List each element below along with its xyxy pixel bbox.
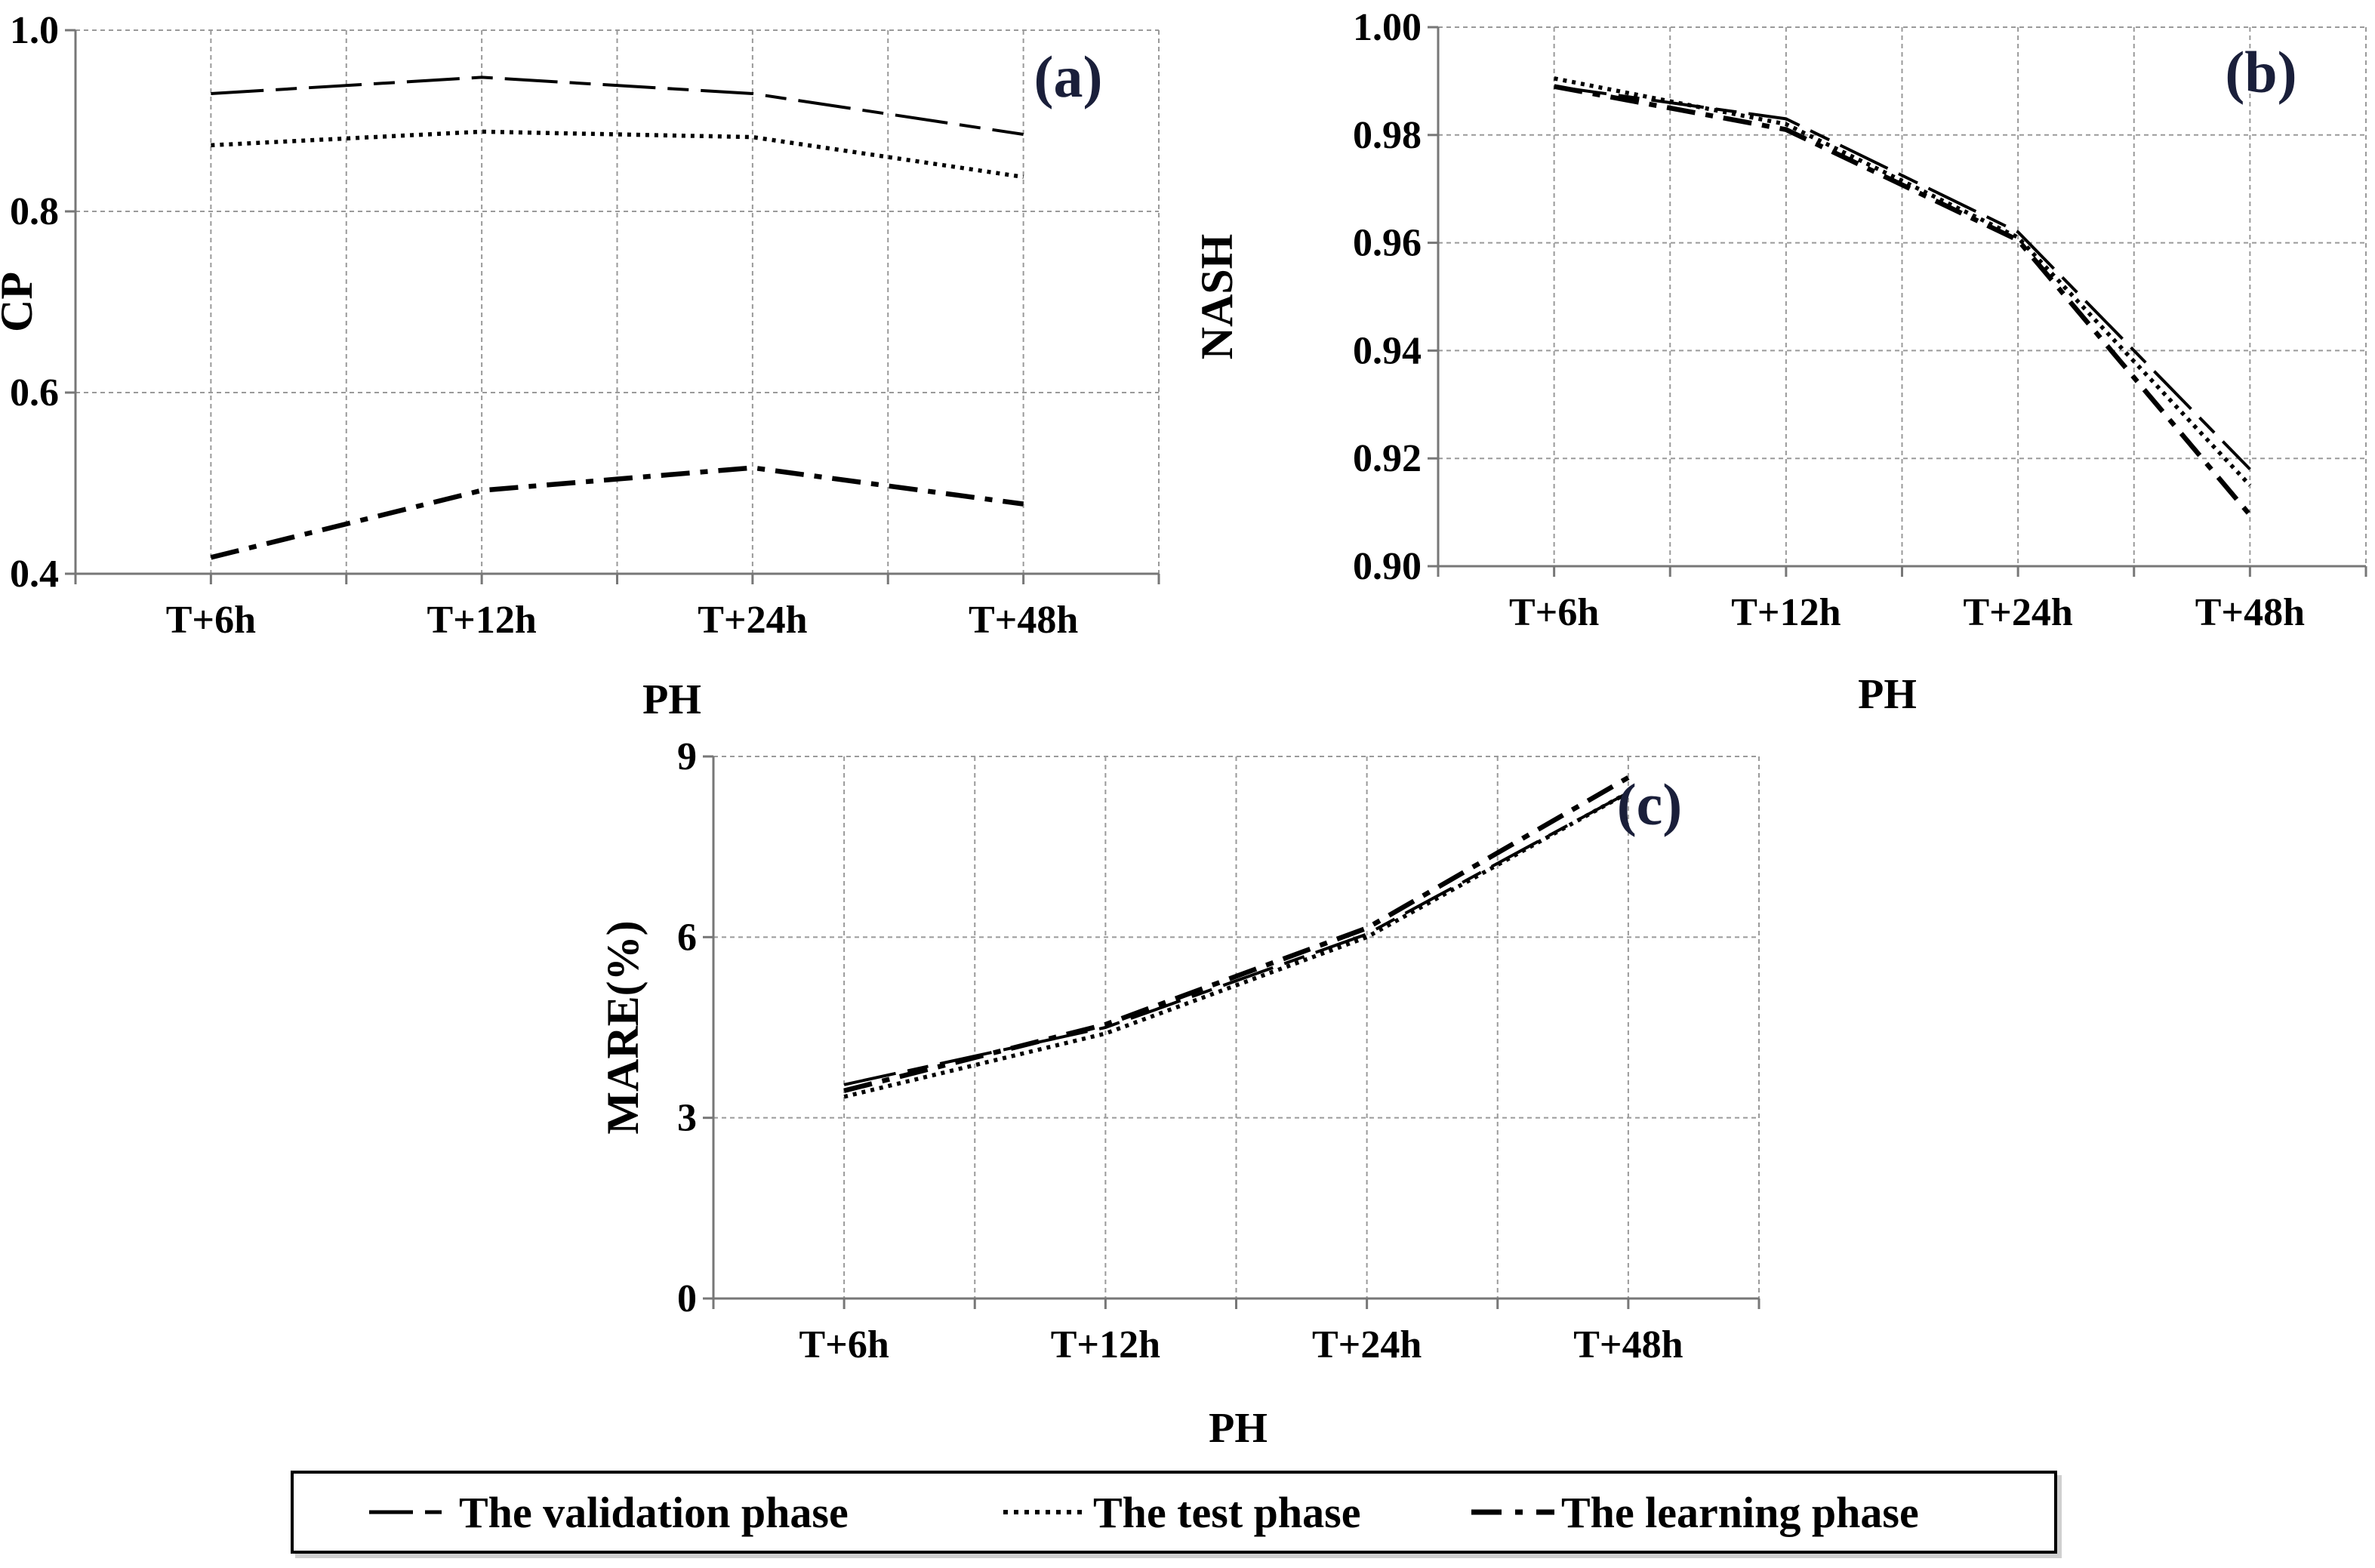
x-axis-label: PH — [1858, 671, 1917, 718]
y-tick-label: 0.4 — [10, 553, 59, 596]
legend-item-learning: The learning phase — [1468, 1474, 1919, 1551]
series-line-dotted — [1554, 76, 2252, 487]
legend: The validation phase The test phase The … — [291, 1471, 2057, 1554]
series-line-dash-dot — [1554, 84, 2252, 517]
x-tick-label: T+12h — [1051, 1323, 1160, 1366]
x-tick-label: T+12h — [427, 599, 537, 642]
y-axis-label: NASH — [1192, 234, 1242, 360]
chart-panel-c: 0 3 6 9 T+6h T+12h T+24h T+48h PH MARE(%) (c) — [598, 735, 1760, 1452]
legend-label-validation: The validation phase — [459, 1487, 849, 1537]
y-tick-label: 1.00 — [1353, 6, 1422, 49]
x-tick-label: T+24h — [1312, 1323, 1422, 1366]
y-tick-label: 0 — [677, 1277, 697, 1320]
x-axis-label: PH — [1209, 1405, 1268, 1452]
x-tick-label: T+12h — [1731, 591, 1841, 634]
legend-label-test: The test phase — [1093, 1487, 1361, 1537]
panel-label: (c) — [1617, 772, 1683, 837]
x-tick-label: T+24h — [1964, 591, 2073, 634]
series-line-long-dash — [211, 75, 1024, 136]
legend-item-test: The test phase — [1000, 1474, 1360, 1551]
legend-swatch-dotted — [1003, 1510, 1086, 1514]
y-tick-label: 0.8 — [10, 190, 59, 233]
y-tick-label: 9 — [677, 735, 697, 778]
legend-item-validation: The validation phase — [365, 1474, 849, 1551]
series-line-dash-dot — [210, 465, 1024, 560]
y-tick-label: 0.6 — [10, 371, 59, 414]
y-axis-label: MARE(%) — [598, 920, 648, 1134]
x-tick-label: T+6h — [166, 599, 256, 642]
series-line-dotted — [843, 790, 1630, 1099]
panel-label: (a) — [1034, 44, 1103, 109]
y-tick-label: 0.90 — [1353, 545, 1422, 588]
x-axis-label: PH — [642, 676, 701, 723]
x-tick-label: T+48h — [969, 599, 1078, 642]
y-tick-label: 0.92 — [1353, 437, 1422, 480]
y-axis-label: CP — [0, 272, 42, 332]
y-tick-label: 3 — [677, 1097, 697, 1140]
x-tick-label: T+6h — [1509, 591, 1599, 634]
y-tick-label: 6 — [677, 916, 697, 959]
y-tick-label: 1.0 — [10, 9, 59, 52]
x-tick-label: T+24h — [698, 599, 807, 642]
chart-panel-b: 0.90 0.92 0.94 0.96 0.98 1.00 T+6h T+12h T+24h T+… — [1192, 6, 2367, 718]
y-tick-label: 0.96 — [1353, 222, 1422, 265]
chart-panel-a: 0.4 0.6 0.8 1.0 T+6h T+12h T+24h T+48h PH CP (a) — [0, 9, 1160, 723]
legend-swatch-dash-dot — [1471, 1509, 1554, 1515]
x-tick-label: T+48h — [1573, 1323, 1683, 1366]
y-tick-label: 0.94 — [1353, 329, 1422, 372]
panel-label: (b) — [2225, 39, 2296, 105]
series-line-dash-dot — [843, 775, 1630, 1093]
legend-swatch-long-dash — [369, 1510, 452, 1514]
x-tick-label: T+6h — [799, 1323, 889, 1366]
y-tick-label: 0.98 — [1353, 114, 1422, 157]
x-tick-label: T+48h — [2195, 591, 2305, 634]
legend-label-learning: The learning phase — [1561, 1487, 1919, 1537]
